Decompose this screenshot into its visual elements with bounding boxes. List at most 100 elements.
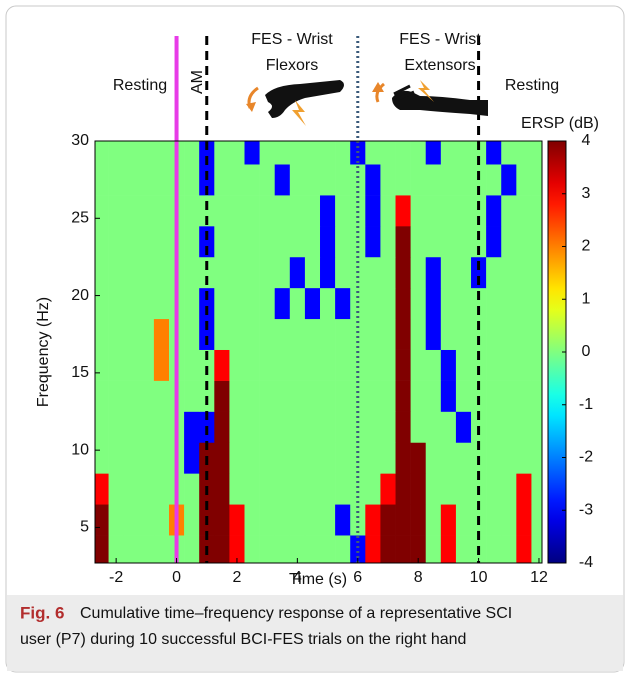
heatmap-cell bbox=[516, 164, 532, 196]
heatmap-cell bbox=[440, 195, 457, 227]
heatmap-cell bbox=[153, 349, 170, 381]
heatmap-cell bbox=[440, 473, 457, 505]
heatmap-cell bbox=[335, 504, 351, 536]
heatmap-cell bbox=[138, 442, 155, 474]
heatmap-cell bbox=[350, 287, 366, 320]
heatmap-cell bbox=[259, 504, 276, 536]
heatmap-cell bbox=[471, 141, 487, 165]
heatmap-cell bbox=[95, 442, 109, 474]
heatmap-cell bbox=[214, 164, 230, 196]
heatmap-cell bbox=[274, 473, 291, 505]
heatmap-cell bbox=[214, 287, 230, 320]
x-tick-label: 4 bbox=[293, 569, 302, 586]
heatmap-cell bbox=[95, 256, 109, 289]
heatmap-cell bbox=[95, 380, 109, 412]
heatmap-cell bbox=[516, 287, 532, 320]
heatmap-cell bbox=[531, 473, 542, 505]
heatmap-cell bbox=[410, 256, 427, 289]
heatmap-cell bbox=[289, 411, 306, 443]
heatmap-cell bbox=[350, 195, 366, 227]
heatmap-cell bbox=[123, 195, 140, 227]
heatmap-cell bbox=[440, 411, 457, 443]
heatmap-cell bbox=[244, 473, 260, 505]
heatmap-cell bbox=[516, 195, 532, 227]
heatmap-cell bbox=[289, 256, 306, 289]
heatmap-cell bbox=[214, 256, 230, 289]
heatmap-cell bbox=[395, 411, 411, 443]
heatmap-cell bbox=[259, 164, 276, 196]
heatmap-cell bbox=[289, 380, 306, 412]
heatmap-cell bbox=[108, 473, 124, 505]
colorbar-tick-label: 4 bbox=[582, 132, 591, 149]
heatmap-cell bbox=[214, 411, 230, 443]
heatmap-cell bbox=[274, 287, 291, 320]
heatmap-cell bbox=[365, 380, 381, 412]
heatmap-cell bbox=[153, 195, 170, 227]
heatmap-cell bbox=[320, 318, 336, 350]
heatmap-cell bbox=[455, 256, 472, 289]
heatmap-cell bbox=[501, 195, 517, 227]
heatmap-cell bbox=[335, 411, 351, 443]
heatmap-cell bbox=[244, 535, 260, 563]
heatmap-cell bbox=[95, 164, 109, 196]
heatmap-cell bbox=[531, 226, 542, 258]
caption-text: Cumulative time–frequency response of a … bbox=[80, 605, 512, 622]
heatmap-cell bbox=[501, 535, 517, 563]
heatmap-cell bbox=[410, 442, 427, 474]
heatmap-cell bbox=[380, 226, 396, 258]
heatmap-cell bbox=[410, 504, 427, 536]
heatmap-cell bbox=[471, 318, 487, 350]
heatmap-cell bbox=[229, 226, 245, 258]
heatmap-cell bbox=[95, 411, 109, 443]
heatmap-cell bbox=[395, 535, 411, 563]
heatmap-cell bbox=[274, 442, 291, 474]
heatmap-cell bbox=[486, 256, 502, 289]
heatmap-cell bbox=[501, 380, 517, 412]
heatmap-cell bbox=[108, 318, 124, 350]
heatmap-cell bbox=[138, 504, 155, 536]
heatmap-cell bbox=[501, 349, 517, 381]
heatmap-cell bbox=[350, 504, 366, 536]
heatmap-cell bbox=[153, 318, 170, 350]
heatmap-cell bbox=[304, 226, 321, 258]
heatmap-cell bbox=[320, 256, 336, 289]
heatmap-cell bbox=[365, 473, 381, 505]
heatmap-cell bbox=[440, 256, 457, 289]
heatmap-cell bbox=[501, 256, 517, 289]
heatmap-cell bbox=[531, 349, 542, 381]
heatmap-cell bbox=[259, 256, 276, 289]
heatmap-cell bbox=[184, 141, 200, 165]
heatmap-cell bbox=[440, 318, 457, 350]
annotation: Extensors bbox=[404, 57, 475, 74]
heatmap-cell bbox=[259, 411, 276, 443]
heatmap-cell bbox=[486, 504, 502, 536]
heatmap-cell bbox=[138, 411, 155, 443]
heatmap-cell bbox=[289, 535, 306, 563]
heatmap-cell bbox=[335, 287, 351, 320]
heatmap-cell bbox=[320, 442, 336, 474]
heatmap-cell bbox=[123, 164, 140, 196]
heatmap-cell bbox=[108, 380, 124, 412]
heatmap-cell bbox=[486, 287, 502, 320]
heatmap-cell bbox=[244, 195, 260, 227]
heatmap-cell bbox=[95, 141, 109, 165]
annotation: AM bbox=[189, 70, 206, 94]
heatmap-cell bbox=[244, 411, 260, 443]
heatmap-cell bbox=[365, 164, 381, 196]
heatmap-cell bbox=[455, 287, 472, 320]
heatmap-cell bbox=[350, 164, 366, 196]
heatmap-cell bbox=[410, 411, 427, 443]
heatmap-cell bbox=[184, 380, 200, 412]
heatmap-cell bbox=[455, 141, 472, 165]
heatmap-cell bbox=[425, 535, 442, 563]
heatmap-cell bbox=[214, 195, 230, 227]
heatmap-cell bbox=[335, 349, 351, 381]
colorbar-tick-label: -3 bbox=[579, 501, 593, 518]
heatmap-cell bbox=[123, 473, 140, 505]
caption-label: Fig. 6 bbox=[20, 603, 64, 622]
heatmap-cell bbox=[471, 226, 487, 258]
heatmap-cell bbox=[335, 226, 351, 258]
heatmap-cell bbox=[153, 535, 170, 563]
heatmap-cell bbox=[320, 287, 336, 320]
heatmap-cell bbox=[531, 164, 542, 196]
